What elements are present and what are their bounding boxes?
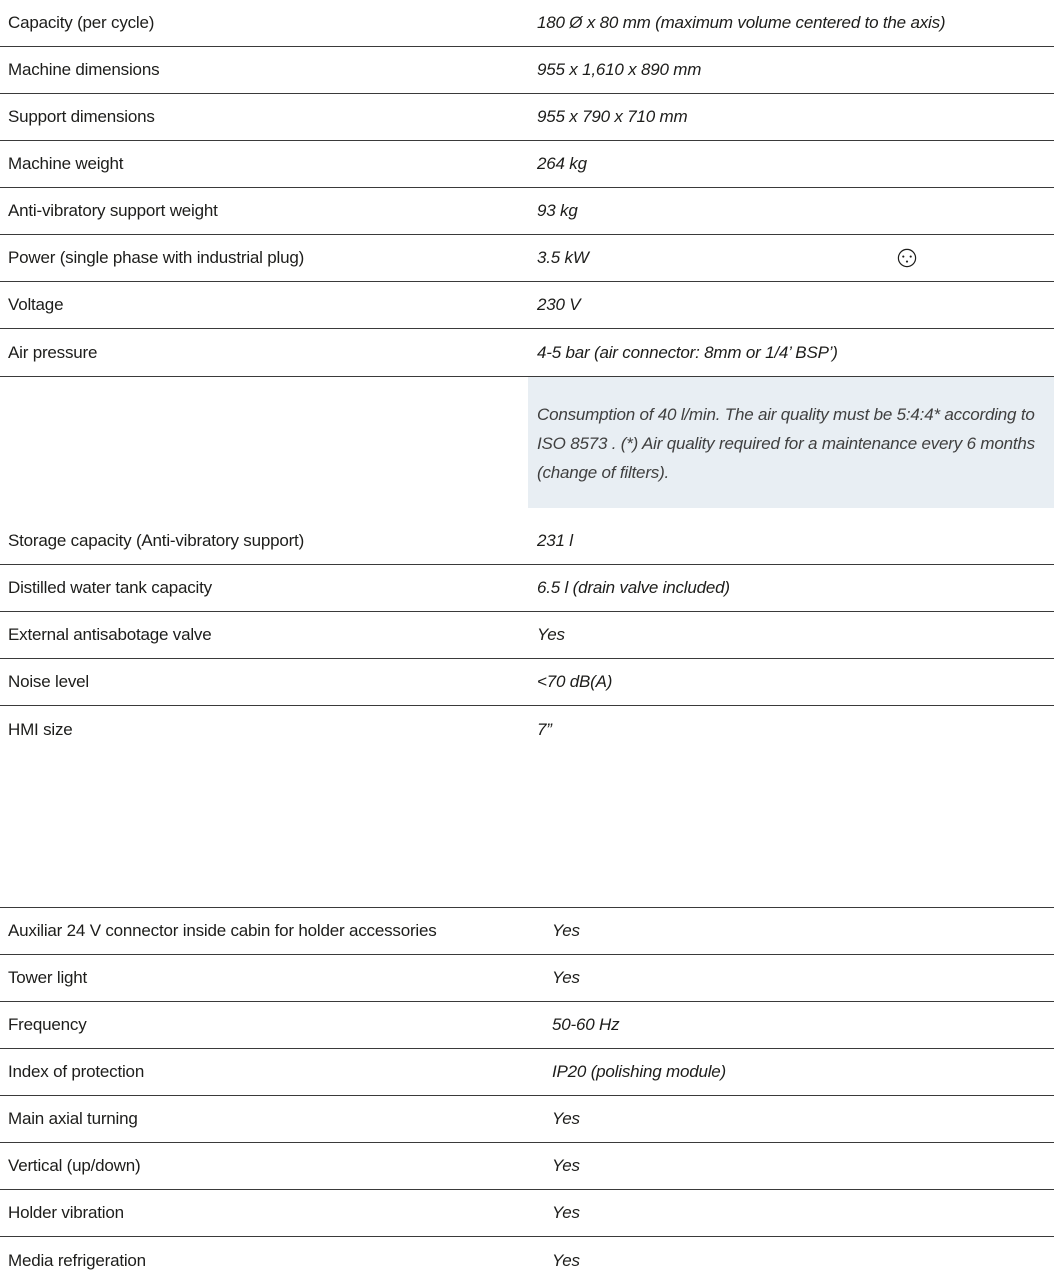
air-quality-note: Consumption of 40 l/min. The air quality… xyxy=(528,377,1054,508)
spec-label: Main axial turning xyxy=(8,1109,138,1128)
spec-value: Yes xyxy=(537,625,565,644)
spec-row-support-dimensions: Support dimensions 955 x 790 x 710 mm xyxy=(0,94,1054,141)
spec-value: <70 dB(A) xyxy=(537,672,613,691)
spec-label: Media refrigeration xyxy=(8,1250,146,1270)
spec-label: Voltage xyxy=(8,295,64,314)
spec-row-machine-weight: Machine weight 264 kg xyxy=(0,141,1054,188)
spec-value: Yes xyxy=(552,1156,580,1175)
spec-value: 4-5 bar (air connector: 8mm or 1/4’ BSP’… xyxy=(537,342,838,362)
spec-value: IP20 (polishing module) xyxy=(552,1062,726,1081)
spec-value: 50-60 Hz xyxy=(552,1015,620,1034)
spec-value: Yes xyxy=(552,968,580,987)
spec-label: Tower light xyxy=(8,968,88,987)
spec-value: 231 l xyxy=(537,531,573,550)
spec-row-tower-light: Tower light Yes xyxy=(0,955,1054,1002)
spec-row-voltage: Voltage 230 V xyxy=(0,282,1054,329)
spec-value: 955 x 1,610 x 890 mm xyxy=(537,60,702,79)
spec-row-vertical: Vertical (up/down) Yes xyxy=(0,1143,1054,1190)
spec-value: 955 x 790 x 710 mm xyxy=(537,107,688,126)
spec-label: HMI size xyxy=(8,719,73,739)
spec-row-frequency: Frequency 50-60 Hz xyxy=(0,1002,1054,1049)
spec-row-axial-turning: Main axial turning Yes xyxy=(0,1096,1054,1143)
spec-label: Vertical (up/down) xyxy=(8,1156,141,1175)
spec-value: 6.5 l (drain valve included) xyxy=(537,578,730,597)
spec-label: Power (single phase with industrial plug… xyxy=(8,248,305,267)
spec-label: Storage capacity (Anti-vibratory support… xyxy=(8,531,305,550)
spec-label: Anti-vibratory support weight xyxy=(8,201,218,220)
spec-row-noise-level: Noise level <70 dB(A) xyxy=(0,659,1054,706)
spec-row-capacity: Capacity (per cycle) 180 Ø x 80 mm (maxi… xyxy=(0,0,1054,47)
spec-label: Index of protection xyxy=(8,1062,145,1081)
note-text: Consumption of 40 l/min. The air quality… xyxy=(537,405,1035,482)
spec-row-media-refrigeration: Media refrigeration Yes xyxy=(0,1237,1054,1284)
spec-value: 7” xyxy=(537,719,552,739)
spec-label: Auxiliar 24 V connector inside cabin for… xyxy=(8,921,437,940)
spec-label: Support dimensions xyxy=(8,107,155,126)
spec-value: Yes xyxy=(552,1250,580,1270)
spec-value: 3.5 kW xyxy=(537,248,589,267)
spec-value: 93 kg xyxy=(537,201,578,220)
spec-value: 180 Ø x 80 mm (maximum volume centered t… xyxy=(537,13,946,32)
spec-row-protection-index: Index of protection IP20 (polishing modu… xyxy=(0,1049,1054,1096)
industrial-plug-icon xyxy=(897,248,917,268)
spec-value: Yes xyxy=(552,1109,580,1128)
spec-row-antisabotage-valve: External antisabotage valve Yes xyxy=(0,612,1054,659)
spec-row-aux-connector: Auxiliar 24 V connector inside cabin for… xyxy=(0,908,1054,955)
table-top-rule xyxy=(0,907,1054,908)
spec-row-water-tank: Distilled water tank capacity 6.5 l (dra… xyxy=(0,565,1054,612)
spec-label: Machine dimensions xyxy=(8,60,160,79)
spec-row-storage-capacity: Storage capacity (Anti-vibratory support… xyxy=(0,518,1054,565)
spec-row-power: Power (single phase with industrial plug… xyxy=(0,235,1054,282)
spec-label: Air pressure xyxy=(8,342,98,362)
spec-label: Machine weight xyxy=(8,154,124,173)
spec-label: External antisabotage valve xyxy=(8,625,212,644)
spec-value: Yes xyxy=(552,921,580,940)
spec-row-support-weight: Anti-vibratory support weight 93 kg xyxy=(0,188,1054,235)
spec-label: Noise level xyxy=(8,672,89,691)
spec-label: Frequency xyxy=(8,1015,87,1034)
spec-row-air-pressure: Air pressure 4-5 bar (air connector: 8mm… xyxy=(0,329,1054,377)
spec-value: 230 V xyxy=(537,295,581,314)
spec-row-hmi-size: HMI size 7” xyxy=(0,706,1054,753)
spec-value: 264 kg xyxy=(537,154,587,173)
spec-row-machine-dimensions: Machine dimensions 955 x 1,610 x 890 mm xyxy=(0,47,1054,94)
spec-label: Distilled water tank capacity xyxy=(8,578,212,597)
spec-label: Capacity (per cycle) xyxy=(8,13,155,32)
spec-value: Yes xyxy=(552,1203,580,1222)
spec-row-holder-vibration: Holder vibration Yes xyxy=(0,1190,1054,1237)
spec-label: Holder vibration xyxy=(8,1203,124,1222)
